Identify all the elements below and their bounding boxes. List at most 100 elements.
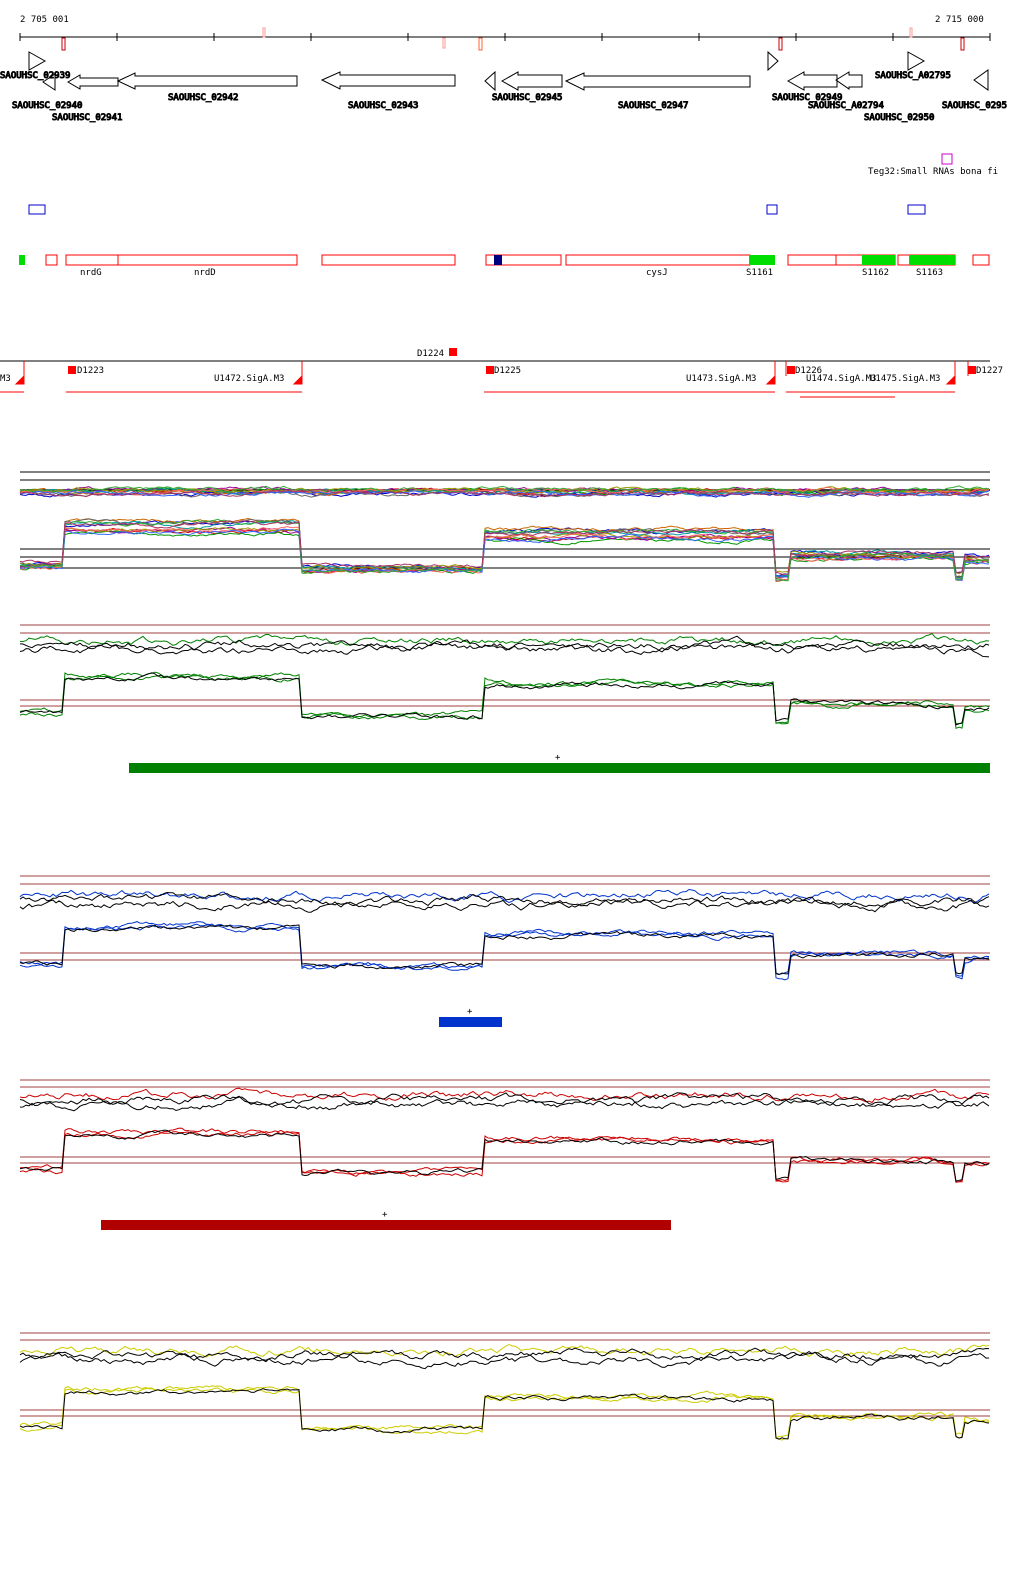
gene-arrow-02943[interactable] <box>320 71 456 90</box>
feature-label: S1163 <box>916 268 943 278</box>
tu-label: U1472.SigA.M3 <box>214 374 284 384</box>
tss-label: D1226 <box>795 366 822 376</box>
reference-trace <box>19 891 990 909</box>
condition-bar-red[interactable] <box>101 1220 671 1230</box>
small-rna-box[interactable] <box>941 153 953 165</box>
tu-label: U1475.SigA.M3 <box>870 374 940 384</box>
gene-label: SAOUHSC_02942 <box>168 93 238 103</box>
gene-arrow-02948[interactable] <box>767 50 779 72</box>
red-condition-trace <box>19 1127 990 1183</box>
reference-trace <box>19 640 990 658</box>
tss-label: D1225 <box>494 366 521 376</box>
reference-trace <box>19 1095 990 1112</box>
gene-label: SAOUHSC_02949 <box>772 93 842 103</box>
reference-trace <box>19 635 990 652</box>
tss-marker[interactable] <box>68 366 76 374</box>
gene-arrow-02939[interactable] <box>28 51 47 71</box>
feature-track: nrdG nrdD cysJ S1161 S1162 S1163 <box>19 254 990 278</box>
reference-trace <box>19 672 990 726</box>
gene-arrow-02941[interactable] <box>67 74 119 90</box>
feature-label: cysJ <box>646 268 668 278</box>
reference-trace <box>19 1351 990 1370</box>
blue-condition-trace <box>19 923 990 981</box>
green-condition-trace <box>19 632 990 647</box>
gene-label: SAOUHSC_A02794 <box>808 101 884 111</box>
small-rna-label: Teg32:Small RNAs bona fi <box>868 167 998 177</box>
ruler-mark <box>778 37 783 51</box>
gene-label: SAOUHSC_02945 <box>492 93 562 103</box>
feature-block[interactable] <box>494 255 502 265</box>
blue-bar-marker: + <box>467 1007 473 1017</box>
feature-block[interactable] <box>565 254 751 266</box>
gene-label: SAOUHSC_02950 <box>864 113 934 123</box>
feature-label: nrdD <box>194 268 216 278</box>
condition-bar-blue[interactable] <box>439 1017 502 1027</box>
coordinate-ruler: 2 705 001 2 715 000 <box>19 15 991 51</box>
feature-block[interactable] <box>862 255 895 265</box>
gene-arrow-A02794[interactable] <box>835 71 863 90</box>
reference-trace <box>19 1347 990 1363</box>
gene-label: SAOUHSC_02947 <box>618 101 688 111</box>
gene-arrow-02942[interactable] <box>116 72 298 90</box>
overview-trace <box>19 486 990 496</box>
overview-trace <box>19 525 990 582</box>
feature-label: S1162 <box>862 268 889 278</box>
feature-block[interactable] <box>321 254 456 266</box>
condition-bar-green[interactable] <box>129 763 990 773</box>
blue-box[interactable] <box>28 204 46 215</box>
reference-trace <box>19 1092 990 1107</box>
feature-block[interactable] <box>972 254 990 266</box>
ruler-mark <box>478 37 483 51</box>
yellow-condition-trace <box>19 1387 990 1441</box>
blue-condition-trace <box>19 888 990 904</box>
blue-box[interactable] <box>907 204 926 215</box>
gene-arrow-02947[interactable] <box>564 72 751 91</box>
feature-block[interactable] <box>485 254 562 266</box>
reference-trace <box>19 1129 990 1182</box>
blue-box-track <box>28 204 926 215</box>
feature-block[interactable] <box>19 255 25 265</box>
overview-trace <box>19 518 990 582</box>
expression-tracks <box>19 471 990 1441</box>
overview-trace <box>19 485 990 494</box>
gene-arrow-02944[interactable] <box>484 70 496 92</box>
gene-arrow-02950[interactable] <box>907 51 926 71</box>
ruler-mark <box>960 37 965 51</box>
feature-block[interactable] <box>45 254 58 266</box>
tu-label: M3 <box>0 374 11 384</box>
tss-marker[interactable] <box>449 348 457 356</box>
overview-trace <box>19 488 990 498</box>
coord-start: 2 705 001 <box>20 15 69 25</box>
gene-arrow-02949[interactable] <box>786 71 838 91</box>
tss-label: D1223 <box>77 366 104 376</box>
overview-trace <box>19 518 990 582</box>
gene-label: SAOUHSC_02939 <box>0 71 70 81</box>
ruler-mark <box>442 37 446 49</box>
feature-block[interactable] <box>909 255 955 265</box>
tss-marker[interactable] <box>787 366 795 374</box>
small-rna-track: Teg32:Small RNAs bona fi <box>868 153 998 177</box>
ruler-mark <box>61 37 66 51</box>
gene-arrow-02940[interactable] <box>42 73 56 91</box>
gene-label: SAOUHSC_0295 <box>942 101 1007 111</box>
feature-block[interactable] <box>65 254 298 266</box>
feature-label: S1161 <box>746 268 773 278</box>
gene-arrow-0295[interactable] <box>973 69 989 91</box>
tu-label: U1474.SigA.M3 <box>806 374 876 384</box>
tss-label: D1227 <box>976 366 1003 376</box>
reference-trace <box>19 896 990 913</box>
tss-marker[interactable] <box>486 366 494 374</box>
yellow-condition-trace <box>19 1385 990 1440</box>
condition-bars: + + + <box>101 753 990 1230</box>
feature-label: nrdG <box>80 268 102 278</box>
coord-end: 2 715 000 <box>935 15 984 25</box>
green-condition-trace <box>19 673 990 730</box>
tss-marker[interactable] <box>968 366 976 374</box>
feature-block[interactable] <box>749 255 775 265</box>
gene-arrow-02945[interactable] <box>500 71 563 91</box>
blue-box[interactable] <box>766 204 778 215</box>
gene-label: SAOUHSC_02941 <box>52 113 122 123</box>
tss-track: D1223 D1224 D1225 D1226 D1227 M3 U1472.S… <box>0 348 1003 398</box>
ruler-mark <box>909 27 913 38</box>
